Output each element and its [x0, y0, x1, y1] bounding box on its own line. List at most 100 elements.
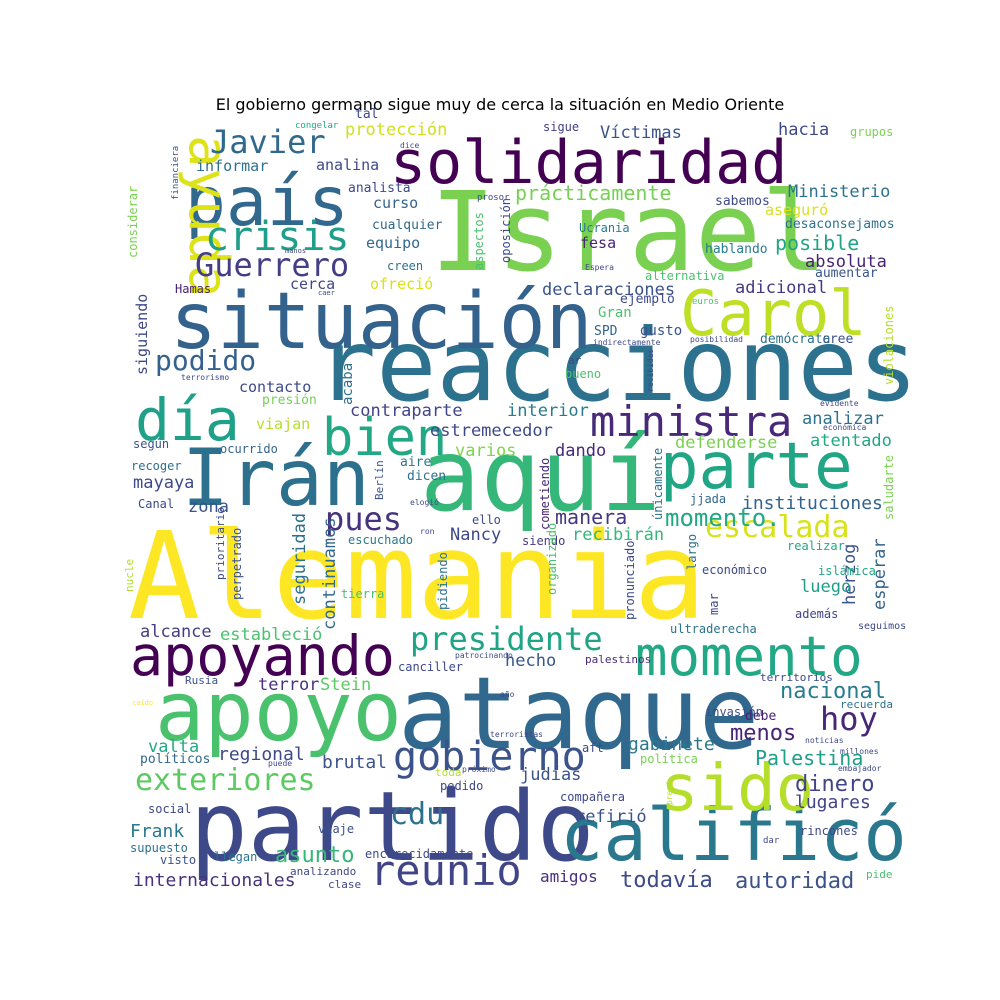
cloud-word: realizar — [787, 539, 845, 553]
cloud-word: demócrata — [760, 332, 830, 347]
cloud-word: año — [500, 690, 515, 699]
cloud-word: tierra — [341, 587, 384, 601]
cloud-word: estremecedor — [430, 421, 553, 441]
cloud-word: terror — [258, 675, 319, 695]
cloud-word: luego — [800, 577, 851, 597]
cloud-word: posibilidad — [690, 335, 743, 344]
cloud-word: alcance — [140, 622, 212, 642]
cloud-word: aspectos — [472, 212, 486, 270]
cloud-word: millones — [840, 747, 879, 756]
cloud-word: hablando — [705, 242, 768, 257]
cloud-word: evidente — [820, 399, 859, 408]
cloud-word: euros — [692, 297, 719, 307]
cloud-word: creen — [387, 259, 423, 273]
cloud-word: económico — [702, 563, 767, 577]
cloud-word: islámica — [818, 564, 876, 578]
cloud-word: contraparte — [350, 401, 463, 421]
cloud-word: hacia — [778, 120, 829, 140]
cloud-word: todavía — [620, 868, 713, 893]
cloud-word: refirió — [575, 807, 647, 827]
cloud-word: Rusia — [185, 674, 218, 687]
cloud-word: prosor — [477, 193, 510, 203]
cloud-word: según — [133, 437, 169, 451]
cloud-word: políticos — [140, 752, 210, 767]
cloud-word: alternativa — [645, 269, 724, 283]
cloud-word: SPD — [594, 324, 618, 339]
cloud-word: presión — [262, 393, 317, 408]
cloud-word: Espera — [585, 263, 614, 272]
cloud-word: pide — [866, 868, 893, 881]
cloud-word: aumentar — [815, 266, 878, 281]
cloud-word: llegan — [214, 850, 257, 864]
cloud-word: equipo — [366, 234, 420, 252]
cloud-word: largo — [685, 534, 699, 570]
cloud-word: estableció — [220, 625, 322, 645]
cloud-word: dicen — [407, 469, 446, 484]
cloud-word: palestinos — [585, 653, 651, 666]
cloud-word: ultraderecha — [670, 622, 757, 636]
cloud-word: grupos — [850, 125, 893, 139]
cloud-word: financiera — [171, 146, 181, 200]
cloud-word: curso — [373, 194, 418, 212]
cloud-word: Hamas — [175, 282, 211, 296]
cloud-word: Ucrania — [579, 221, 630, 235]
cloud-word: ello — [472, 513, 501, 527]
cloud-word: encarecidamente — [365, 847, 473, 861]
cloud-word: Gran — [598, 305, 632, 321]
cloud-word: embajador — [838, 764, 882, 773]
cloud-word: además — [795, 607, 838, 621]
cloud-word: dar — [763, 836, 780, 846]
cloud-word: tal — [355, 107, 378, 122]
cloud-word: manos — [285, 247, 306, 255]
cloud-word: mar — [707, 593, 721, 615]
cloud-word: congelar — [295, 121, 339, 131]
cloud-word: analizando — [290, 865, 356, 878]
cloud-word: escuchado — [348, 533, 413, 547]
cloud-word: ocurrido — [220, 442, 278, 456]
cloud-word: analista — [348, 181, 411, 196]
cloud-word: violaciones — [882, 306, 896, 385]
cloud-word: dando — [555, 441, 606, 461]
cloud-word: recoger — [131, 459, 182, 473]
cloud-word: perpetrado — [230, 528, 244, 600]
cloud-word: cdu — [390, 797, 444, 832]
cloud-word: patrocinando — [455, 651, 513, 660]
cloud-word: adicional — [735, 278, 827, 298]
cloud-word: Canal — [138, 497, 174, 511]
cloud-word: acaba — [340, 363, 356, 405]
cloud-word: recuerda — [840, 698, 893, 711]
cloud-word: únicamente — [651, 448, 665, 520]
cloud-word: terrorismo — [181, 373, 229, 382]
cloud-word: compañera — [560, 790, 625, 804]
cloud-word: fesa — [580, 234, 616, 252]
cloud-word: social — [148, 802, 191, 816]
cloud-word: brutal — [322, 752, 387, 773]
cloud-word: cree — [822, 332, 853, 347]
cloud-word: económica — [823, 422, 867, 432]
cloud-word: próximo — [462, 764, 496, 774]
cloud-word: analina — [316, 156, 379, 174]
cloud-word: internacionales — [133, 870, 296, 891]
cloud-word: bueno — [565, 367, 601, 381]
cloud-word: continuamos — [320, 517, 340, 630]
cloud-word: amigos — [540, 867, 598, 886]
cloud-word: dice — [400, 141, 419, 150]
cloud-word: informar — [196, 157, 268, 175]
cloud-word: instituciones — [742, 493, 883, 514]
cloud-word: organizado — [545, 523, 559, 595]
cloud-word: autoridad — [735, 869, 854, 894]
cloud-word: Ministerio — [788, 182, 890, 202]
cloud-word: política — [640, 752, 698, 766]
cloud-word: puede — [268, 759, 292, 768]
cloud-word: debe — [745, 709, 776, 724]
cloud-word: recibidas — [646, 348, 655, 392]
cloud-word: elogió — [410, 497, 439, 507]
cloud-word: clase — [328, 878, 361, 891]
cloud-word: nucle — [123, 559, 136, 592]
cloud-word: Víctimas — [600, 123, 682, 143]
cloud-word: ar — [568, 354, 582, 367]
cloud-word: sigue — [543, 120, 579, 134]
cloud-word: Frank — [130, 821, 184, 842]
cloud-word: rincones — [800, 824, 858, 838]
